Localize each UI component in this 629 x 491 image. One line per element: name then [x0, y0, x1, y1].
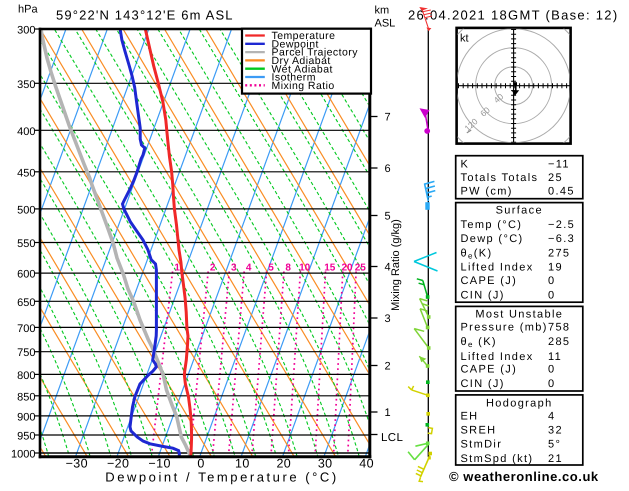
- svg-text:285: 285: [548, 336, 570, 348]
- svg-text:950: 950: [17, 431, 35, 443]
- svg-text:19: 19: [548, 262, 563, 274]
- svg-text:θe(K): θe(K): [461, 247, 493, 260]
- svg-text:275: 275: [548, 247, 570, 259]
- svg-text:8: 8: [285, 262, 291, 273]
- svg-text:758: 758: [548, 322, 570, 334]
- svg-text:3: 3: [385, 313, 391, 325]
- svg-text:Most Unstable: Most Unstable: [475, 309, 563, 321]
- svg-text:−30: −30: [66, 457, 88, 471]
- svg-text:EH: EH: [461, 411, 479, 423]
- svg-text:5: 5: [385, 211, 391, 223]
- svg-text:θe (K): θe (K): [461, 336, 497, 349]
- svg-text:11: 11: [548, 351, 562, 363]
- svg-text:300: 300: [17, 25, 35, 37]
- svg-text:32: 32: [548, 424, 563, 436]
- svg-text:1000: 1000: [11, 449, 35, 461]
- svg-text:−11: −11: [548, 158, 570, 170]
- svg-text:CIN (J): CIN (J): [461, 378, 505, 390]
- svg-text:hPa: hPa: [18, 4, 38, 16]
- svg-text:Temperature: Temperature: [272, 30, 336, 42]
- svg-text:0: 0: [548, 378, 555, 390]
- svg-text:550: 550: [17, 238, 35, 250]
- svg-text:5°: 5°: [548, 439, 561, 451]
- svg-text:0: 0: [548, 363, 555, 375]
- svg-text:PW (cm): PW (cm): [461, 186, 513, 198]
- svg-text:0: 0: [548, 289, 555, 301]
- svg-text:0.45: 0.45: [548, 186, 575, 198]
- svg-text:StmDir: StmDir: [461, 439, 503, 451]
- svg-text:25: 25: [355, 262, 367, 273]
- svg-text:0: 0: [548, 275, 555, 287]
- svg-text:kt: kt: [460, 33, 469, 45]
- svg-text:K: K: [461, 158, 470, 170]
- svg-text:500: 500: [17, 204, 35, 216]
- svg-text:CAPE (J): CAPE (J): [461, 363, 518, 375]
- svg-text:Dry Adiabat: Dry Adiabat: [272, 55, 331, 67]
- svg-text:600: 600: [17, 269, 35, 281]
- svg-text:20: 20: [276, 457, 291, 471]
- svg-text:800: 800: [17, 370, 35, 382]
- svg-text:0: 0: [197, 457, 204, 471]
- svg-text:2: 2: [210, 262, 216, 273]
- svg-text:−6.3: −6.3: [548, 233, 575, 245]
- svg-text:CAPE (J): CAPE (J): [461, 275, 518, 287]
- svg-text:20: 20: [341, 262, 353, 273]
- svg-text:−20: −20: [107, 457, 129, 471]
- svg-text:Wet Adiabat: Wet Adiabat: [272, 63, 333, 75]
- svg-text:4: 4: [385, 262, 391, 274]
- svg-text:25: 25: [548, 172, 563, 184]
- svg-text:StmSpd (kt): StmSpd (kt): [461, 453, 534, 465]
- svg-text:Surface: Surface: [496, 205, 543, 217]
- svg-text:26.04.2021 18GMT (Base: 12): 26.04.2021 18GMT (Base: 12): [408, 8, 618, 23]
- svg-text:3: 3: [231, 262, 237, 273]
- svg-text:Lifted Index: Lifted Index: [461, 262, 534, 274]
- svg-text:SREH: SREH: [461, 424, 497, 436]
- svg-text:850: 850: [17, 391, 35, 403]
- svg-text:30: 30: [318, 457, 333, 471]
- svg-text:650: 650: [17, 297, 35, 309]
- svg-text:Parcel Trajectory: Parcel Trajectory: [272, 47, 359, 59]
- svg-text:10: 10: [299, 262, 311, 273]
- svg-text:4: 4: [246, 262, 252, 273]
- svg-text:Mixing Ratio: Mixing Ratio: [272, 80, 335, 92]
- svg-text:10: 10: [235, 457, 250, 471]
- svg-text:LCL: LCL: [381, 432, 404, 444]
- svg-text:6: 6: [385, 163, 391, 175]
- svg-text:ASL: ASL: [375, 18, 396, 30]
- svg-text:km: km: [375, 5, 390, 17]
- svg-text:40: 40: [359, 457, 374, 471]
- svg-text:Mixing Ratio (g/kg): Mixing Ratio (g/kg): [390, 219, 402, 311]
- svg-text:Dewpoint / Temperature (°C): Dewpoint / Temperature (°C): [105, 470, 338, 485]
- svg-text:400: 400: [17, 126, 35, 138]
- svg-text:© weatheronline.co.uk: © weatheronline.co.uk: [449, 469, 599, 484]
- svg-text:5: 5: [268, 262, 274, 273]
- svg-text:Isotherm: Isotherm: [272, 72, 316, 84]
- svg-text:−10: −10: [148, 457, 170, 471]
- svg-text:21: 21: [548, 453, 563, 465]
- svg-text:Dewpoint: Dewpoint: [272, 38, 319, 50]
- svg-text:1: 1: [385, 407, 391, 419]
- svg-text:Temp (°C): Temp (°C): [461, 219, 523, 231]
- svg-text:Hodograph: Hodograph: [486, 398, 553, 410]
- svg-text:−2.5: −2.5: [548, 219, 575, 231]
- svg-text:750: 750: [17, 347, 35, 359]
- svg-text:350: 350: [17, 79, 35, 91]
- svg-text:900: 900: [17, 411, 35, 423]
- svg-text:Totals Totals: Totals Totals: [461, 172, 539, 184]
- svg-text:1: 1: [174, 262, 180, 273]
- svg-text:CIN (J): CIN (J): [461, 289, 505, 301]
- svg-text:59°22'N 143°12'E 6m ASL: 59°22'N 143°12'E 6m ASL: [56, 8, 234, 23]
- svg-text:2: 2: [385, 361, 391, 373]
- svg-text:450: 450: [17, 167, 35, 179]
- svg-text:700: 700: [17, 323, 35, 335]
- svg-text:Lifted Index: Lifted Index: [461, 351, 534, 363]
- svg-text:Dewp (°C): Dewp (°C): [461, 233, 524, 245]
- svg-text:7: 7: [385, 112, 391, 124]
- svg-text:4: 4: [548, 411, 555, 423]
- svg-text:Pressure (mb): Pressure (mb): [461, 322, 548, 334]
- svg-text:15: 15: [324, 262, 336, 273]
